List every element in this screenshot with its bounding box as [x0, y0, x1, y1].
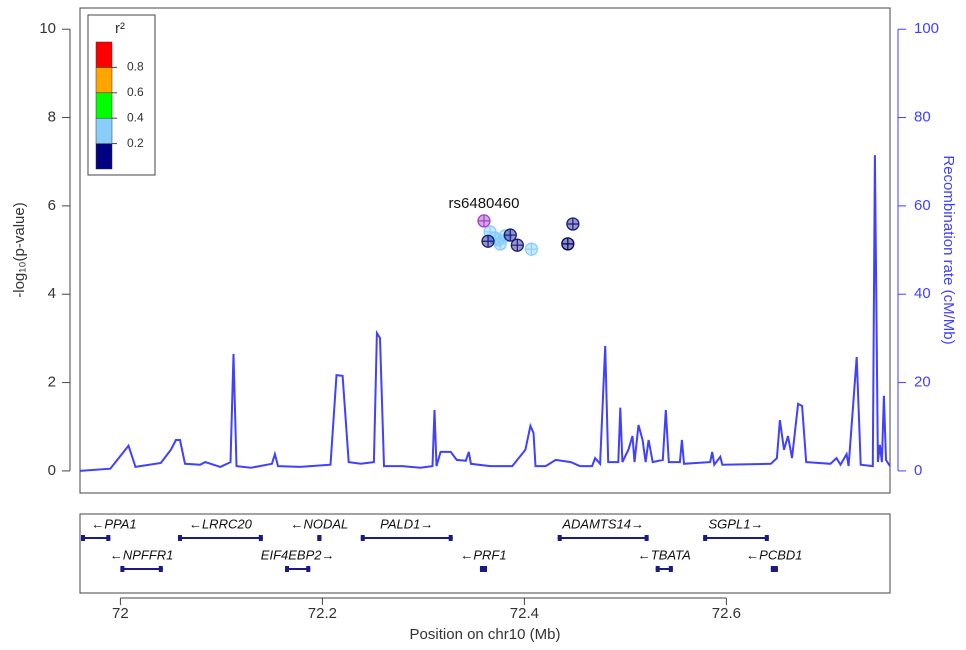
gene-exon: [306, 566, 311, 572]
gene-exon: [360, 535, 365, 541]
gene-exon: [106, 535, 111, 541]
r2-legend-swatch: [95, 67, 113, 94]
y-tick-label: 8: [48, 109, 56, 126]
gene-exon: [483, 566, 488, 572]
gene: ←PPA1: [81, 516, 137, 541]
gene-exon: [655, 566, 660, 572]
gene: EIF4EBP2→: [261, 547, 335, 572]
gene-exon: [764, 535, 769, 541]
recombination-line: [79, 155, 891, 472]
r2-legend-label: 0.8: [127, 60, 144, 74]
r2-legend-label: 0.4: [127, 110, 144, 124]
gene: ←LRRC20: [177, 516, 263, 541]
snp-cross: [561, 237, 574, 250]
gene-body: [177, 537, 263, 539]
snp-cross: [566, 217, 579, 230]
y-tick-label: 10: [39, 20, 56, 37]
gene-exon: [479, 566, 484, 572]
gene-label: ADAMTS14→: [561, 516, 644, 531]
gene-exon: [120, 566, 125, 572]
r2-legend-swatch: [95, 117, 113, 144]
snp-cross: [482, 235, 495, 248]
gene-exon: [703, 535, 708, 541]
gene-body: [120, 568, 163, 570]
gene-body: [655, 568, 673, 570]
r2-legend-swatch: [95, 41, 113, 68]
gene-label: ←PCBD1: [746, 547, 802, 562]
plot-frame: [79, 7, 891, 494]
gene-exon: [668, 566, 673, 572]
y-tick-label: 4: [48, 285, 56, 302]
snp-annotation: rs6480460: [449, 195, 520, 212]
r2-legend-swatch: [95, 143, 113, 170]
gene-label: EIF4EBP2→: [261, 547, 335, 562]
gene-label: ←PPA1: [91, 516, 136, 531]
gene-exon: [448, 535, 453, 541]
gene-label: ←NPFFR1: [110, 547, 174, 562]
y2-axis-label: Recombination rate (cM/Mb): [940, 155, 957, 344]
gene: ←PCBD1: [746, 547, 803, 572]
gene-exon: [258, 535, 263, 541]
gene: ←NPFFR1: [110, 547, 174, 572]
gene-exon: [285, 566, 290, 572]
gene: ←PRF1: [460, 547, 507, 572]
gene-body: [81, 537, 111, 539]
gene-exon: [644, 535, 649, 541]
gene-body: [703, 537, 769, 539]
gene-label: ←PRF1: [460, 547, 506, 562]
gene: PALD1→: [360, 516, 453, 541]
gene: ←TBATA: [638, 547, 691, 572]
gene-body: [360, 537, 453, 539]
y2-tick-label: 100: [914, 20, 939, 37]
snp-cross: [477, 214, 490, 227]
y-tick-label: 2: [48, 374, 56, 391]
gene-panel: [79, 513, 891, 594]
r2-legend-label: 0.2: [127, 136, 144, 150]
snp-cross: [511, 239, 524, 252]
y-tick-label: 0: [48, 462, 56, 479]
snp-cross: [504, 229, 517, 242]
snp-cross: [525, 243, 538, 256]
y2-tick-label: 60: [914, 197, 931, 214]
gene: ADAMTS14→: [557, 516, 649, 541]
r2-legend-swatch: [95, 92, 113, 119]
y2-tick-label: 20: [914, 374, 931, 391]
gene-label: ←NODAL: [290, 516, 348, 531]
x-tick-label: 72.4: [510, 605, 539, 622]
gene-label: ←TBATA: [638, 547, 691, 562]
x-axis-label: Position on chr10 (Mb): [410, 626, 561, 643]
x-tick-label: 72.2: [308, 605, 337, 622]
x-tick-label: 72.6: [712, 605, 741, 622]
gene-body: [285, 568, 311, 570]
gene-body: [557, 537, 649, 539]
y2-tick-label: 40: [914, 285, 931, 302]
gene-exon: [158, 566, 163, 572]
gene-exon: [177, 535, 182, 541]
y-axis-label: -log₁₀(p-value): [11, 202, 28, 298]
r2-legend-label: 0.6: [127, 85, 144, 99]
gene-exon: [773, 566, 778, 572]
gene-label: SGPL1→: [709, 516, 764, 531]
gene-exon: [81, 535, 85, 541]
x-tick-label: 72: [112, 605, 129, 622]
gene: ←NODAL: [290, 516, 348, 541]
y-tick-label: 6: [48, 197, 56, 214]
gene-exon: [317, 535, 322, 541]
gene: SGPL1→: [703, 516, 769, 541]
gene-label: PALD1→: [380, 516, 433, 531]
y2-tick-label: 80: [914, 109, 931, 126]
gene-exon: [557, 535, 562, 541]
gene-label: ←LRRC20: [189, 516, 253, 531]
y2-tick-label: 0: [914, 462, 922, 479]
gene-exon: [770, 566, 775, 572]
r2-legend-title: r²: [115, 20, 125, 37]
